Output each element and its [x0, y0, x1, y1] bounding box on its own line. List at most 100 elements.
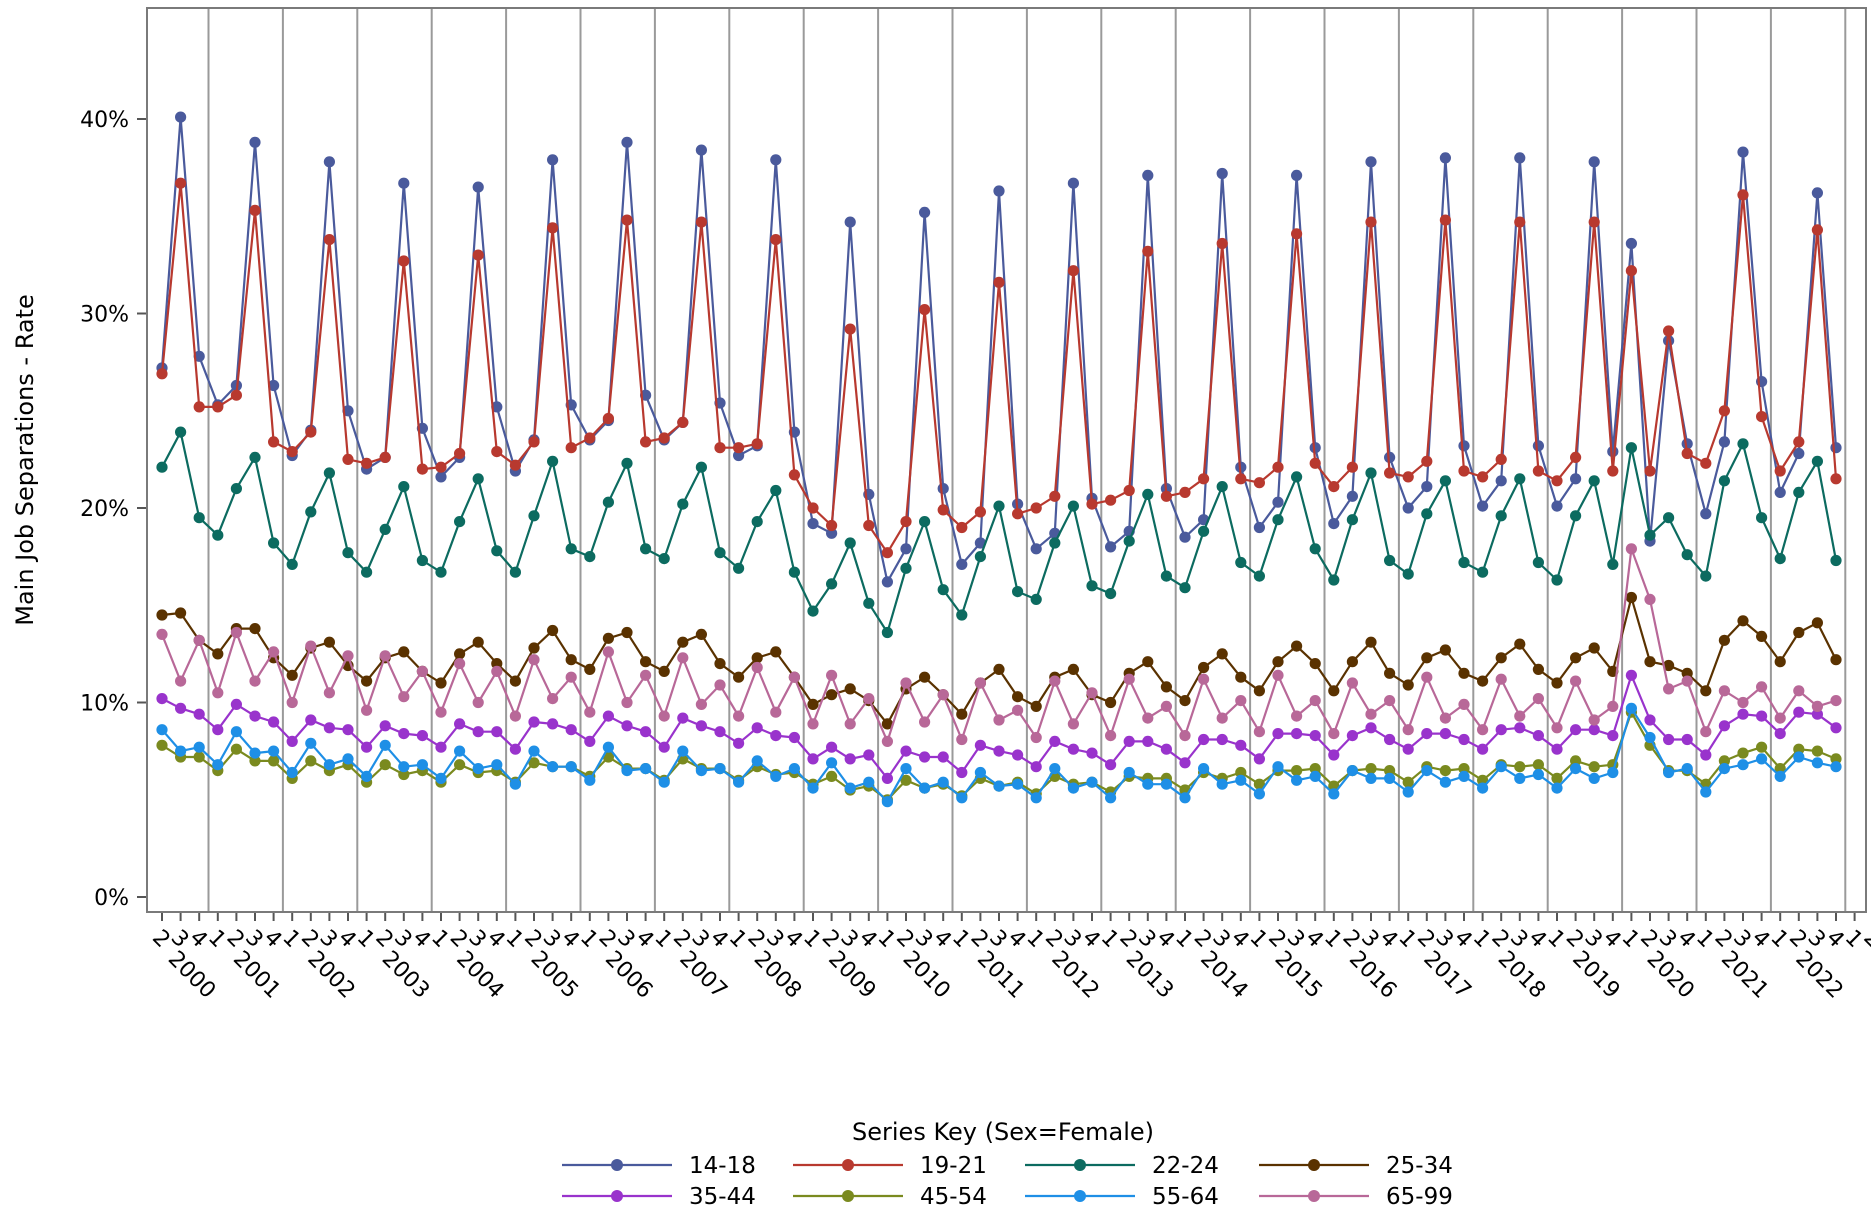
data-point — [658, 553, 670, 565]
legend-item: 25-34 — [1259, 1153, 1453, 1179]
data-point — [435, 471, 447, 483]
data-point — [1439, 214, 1451, 226]
data-point — [1607, 700, 1619, 713]
data-point — [974, 506, 987, 518]
data-point — [584, 432, 596, 444]
data-point — [1235, 766, 1247, 779]
data-point — [1830, 442, 1842, 454]
data-point — [1830, 761, 1842, 773]
data-point — [305, 640, 317, 652]
data-point — [1458, 698, 1470, 711]
data-point — [1402, 743, 1414, 755]
data-point — [1421, 455, 1433, 467]
data-point — [1495, 724, 1507, 736]
data-point — [1421, 652, 1433, 664]
data-point — [1570, 763, 1582, 775]
data-point — [268, 537, 280, 549]
data-point — [1142, 245, 1154, 257]
data-point — [1253, 477, 1265, 489]
data-point — [956, 521, 968, 534]
data-point — [1625, 265, 1637, 277]
data-point — [435, 706, 447, 718]
data-point — [435, 461, 447, 473]
data-point — [1012, 704, 1024, 716]
data-point — [175, 111, 187, 123]
data-point — [658, 776, 670, 788]
data-point — [323, 234, 335, 246]
data-point — [1216, 733, 1228, 746]
data-point — [1495, 673, 1507, 685]
data-point — [1012, 508, 1024, 520]
data-point — [1495, 652, 1507, 664]
data-point — [1067, 782, 1079, 794]
data-point — [1235, 473, 1247, 485]
data-point — [1030, 700, 1042, 713]
data-point — [398, 761, 410, 773]
data-point — [528, 510, 540, 522]
legend-item: 35-44 — [562, 1184, 756, 1208]
data-point — [1272, 728, 1284, 740]
data-point — [1830, 554, 1842, 567]
data-point — [454, 447, 466, 460]
data-point — [788, 731, 801, 744]
data-point — [1328, 685, 1340, 697]
data-point — [1253, 753, 1265, 765]
data-point — [1309, 695, 1321, 707]
data-point — [547, 222, 559, 234]
series-22-24 — [156, 426, 1842, 639]
data-point — [249, 623, 261, 635]
data-point — [1625, 702, 1637, 714]
data-point — [1793, 743, 1805, 755]
y-axis: 0% 10% 20% 30% 40% — [80, 108, 147, 911]
data-point — [640, 656, 652, 668]
data-point — [398, 728, 410, 740]
legend-label: 25-34 — [1386, 1153, 1453, 1179]
data-point — [1384, 467, 1396, 479]
data-point — [286, 766, 298, 779]
data-point — [454, 516, 466, 528]
data-point — [863, 597, 875, 609]
data-point — [770, 730, 782, 742]
data-point — [993, 185, 1005, 197]
data-point — [1309, 763, 1321, 775]
y-tick-label: 40% — [80, 108, 129, 133]
data-point — [1365, 467, 1377, 479]
data-point — [1588, 761, 1600, 773]
data-point — [695, 628, 708, 641]
data-point — [379, 739, 391, 751]
data-point — [1105, 494, 1117, 506]
data-point — [1551, 722, 1563, 734]
data-point — [714, 679, 726, 691]
data-point — [491, 545, 503, 557]
data-point — [1365, 708, 1377, 720]
data-point — [1421, 481, 1433, 493]
data-point — [1718, 685, 1730, 697]
data-point — [1160, 778, 1172, 790]
data-point — [175, 702, 187, 714]
legend: Series Key (Sex=Female) 14-18 19-21 22-24 2… — [562, 1118, 1453, 1208]
data-point — [658, 710, 670, 722]
data-point — [1663, 766, 1675, 779]
data-point — [1086, 498, 1098, 510]
data-point — [193, 751, 205, 763]
data-point — [770, 646, 782, 658]
data-point — [1793, 486, 1805, 498]
data-point — [268, 716, 280, 728]
data-point — [156, 693, 168, 705]
data-point — [1774, 728, 1786, 740]
data-point — [1570, 510, 1582, 522]
data-point — [435, 741, 447, 753]
data-point — [602, 496, 615, 508]
data-point — [1551, 772, 1563, 785]
data-point — [863, 693, 875, 705]
data-point — [1830, 695, 1842, 707]
data-point — [1067, 265, 1079, 277]
data-point — [1644, 529, 1656, 541]
data-point — [193, 401, 205, 413]
data-point — [770, 484, 782, 497]
data-point — [788, 763, 801, 775]
data-point — [1012, 586, 1024, 598]
data-point — [1049, 735, 1061, 748]
data-point — [565, 671, 577, 683]
data-point — [695, 144, 708, 156]
